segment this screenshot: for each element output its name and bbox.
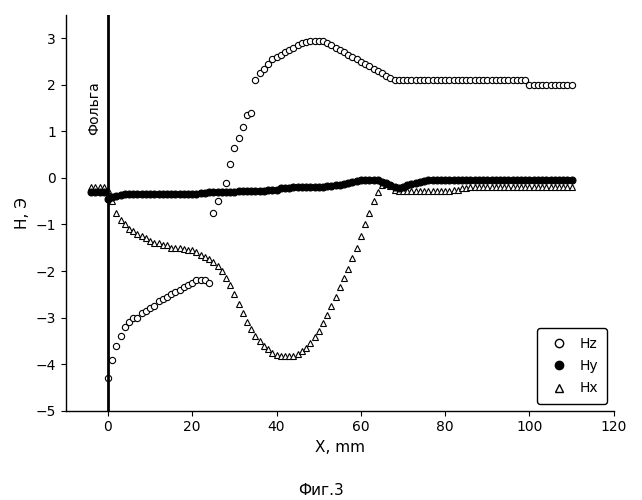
X-axis label: X, mm: X, mm [315, 440, 365, 455]
Legend: Hz, Hy, Hx: Hz, Hy, Hx [537, 328, 607, 404]
Text: Фиг.3: Фиг.3 [298, 483, 344, 498]
Y-axis label: Н, Э: Н, Э [15, 197, 30, 229]
Text: Фольга: Фольга [87, 81, 101, 135]
